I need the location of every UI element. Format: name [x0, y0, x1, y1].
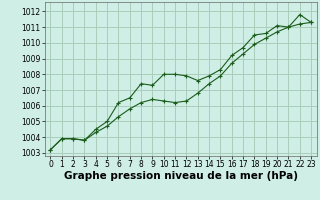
X-axis label: Graphe pression niveau de la mer (hPa): Graphe pression niveau de la mer (hPa)	[64, 171, 298, 181]
